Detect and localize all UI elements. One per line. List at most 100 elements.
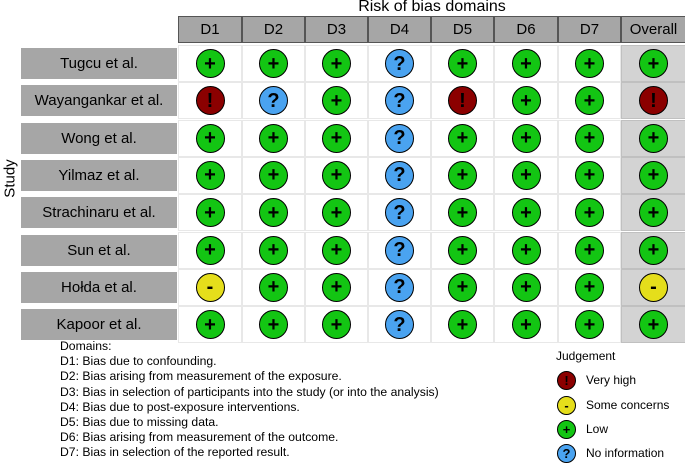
judgement-cell: + [558,231,621,269]
plus-icon: + [448,310,477,340]
judgement-cell: + [305,268,368,306]
judgement-cell: ! [178,82,242,120]
judgement-cell: + [305,45,368,82]
plus-icon: + [259,198,288,228]
legend-label: Some concerns [586,398,670,412]
study-label: Wong et al. [20,121,178,155]
judgement-cell: + [431,268,494,306]
minus-icon: - [557,395,576,415]
judgement-cell: + [558,156,621,194]
exclamation-icon: ! [195,86,225,116]
plus-icon: + [639,123,668,153]
judgement-cell: - [178,268,242,306]
judgement-cell: + [558,306,621,344]
domain-item-d5: D5: Bias due to missing data. [60,415,219,430]
judgement-cell: ? [368,45,431,82]
judgement-cell: + [178,306,242,344]
judgement-cell: + [305,82,368,120]
plus-icon: + [448,198,477,228]
judgement-cell: + [242,194,305,232]
question-mark-icon: ? [385,235,414,265]
judgement-cell: + [494,194,558,232]
question-mark-icon: ? [385,198,414,228]
judgement-cell: + [431,156,494,194]
domain-item-d1: D1: Bias due to confounding. [60,354,217,369]
study-label: Kapoor et al. [20,308,178,342]
judgement-cell: + [178,231,242,269]
exclamation-icon: ! [448,86,477,116]
domain-item-d2: D2: Bias arising from measurement of the… [60,369,342,384]
judgement-cell: ? [368,82,431,120]
judgement-cell: + [558,82,621,120]
plus-icon: + [322,235,351,265]
plus-icon: + [448,123,477,153]
domain-item-d3: D3: Bias in selection of participants in… [60,384,439,399]
plus-icon: + [448,272,477,302]
judgement-cell: + [242,45,305,82]
question-mark-icon: ? [385,123,414,153]
judgement-cell: + [178,45,242,82]
legend-item-low: + Low [557,419,608,439]
plus-icon: + [575,160,604,190]
legend-item-very-high: ! Very high [557,370,636,390]
exclamation-icon: ! [557,370,576,390]
judgement-cell: + [431,306,494,344]
judgement-cell: + [431,119,494,157]
domains-legend: Domains: D1: Bias due to confounding. D2… [60,339,439,461]
plus-icon: + [195,49,225,78]
plus-icon: + [259,160,288,190]
judgement-cell: + [558,119,621,157]
legend-label: No information [586,446,665,460]
judgement-cell: + [558,268,621,306]
judgement-cell: + [305,231,368,269]
judgement-cell: + [242,268,305,306]
judgement-cell: + [558,194,621,232]
plus-icon: + [322,310,351,340]
study-label: Sun et al. [20,233,178,267]
judgement-cell: + [305,306,368,344]
legend-label: Low [586,422,609,436]
judgement-cell: + [494,119,558,157]
judgement-cell: + [431,45,494,82]
column-header-d4: D4 [368,16,431,43]
plus-icon: + [575,198,604,228]
plus-icon: + [575,86,604,116]
plus-icon: + [259,310,288,340]
question-mark-icon: ? [259,86,288,116]
plus-icon: + [259,49,288,78]
plus-icon: + [322,49,351,78]
question-mark-icon: ? [385,160,414,190]
plus-icon: + [575,272,604,302]
exclamation-icon: ! [639,86,668,116]
minus-icon: - [639,272,668,302]
plus-icon: + [639,310,668,340]
judgement-cell: ? [368,231,431,269]
judgement-cell: + [431,194,494,232]
judgement-cell: ? [242,82,305,120]
plus-icon: + [575,123,604,153]
plus-icon: + [195,310,225,340]
legend-item-some-concerns: - Some concerns [557,395,669,415]
plus-icon: + [195,198,225,228]
domain-item-d4: D4: Bias due to post-exposure interventi… [60,399,300,414]
judgement-cell: + [494,156,558,194]
judgement-cell: + [621,306,685,344]
plus-icon: + [511,49,541,78]
judgement-cell: ? [368,268,431,306]
column-header-overall: Overall [621,16,685,43]
judgement-cell: + [621,119,685,157]
question-mark-icon: ? [385,310,414,340]
study-label: Yilmaz et al. [20,158,178,192]
judgement-cell: + [178,156,242,194]
judgement-cell: + [178,194,242,232]
column-header-d1: D1 [178,16,242,43]
study-label: Hołda et al. [20,270,178,304]
plus-icon: + [575,49,604,78]
plus-icon: + [259,272,288,302]
judgement-cell: + [494,45,558,82]
plus-icon: + [195,123,225,153]
plus-icon: + [322,86,351,116]
plus-icon: + [575,235,604,265]
plus-icon: + [639,160,668,190]
domain-item-d6: D6: Bias arising from measurement of the… [60,430,339,445]
